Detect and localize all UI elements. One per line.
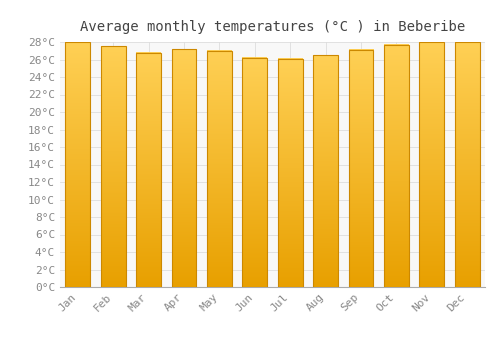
Bar — [384, 44, 409, 287]
Bar — [313, 55, 338, 287]
Bar — [242, 58, 267, 287]
Bar — [278, 58, 302, 287]
Bar — [66, 42, 90, 287]
Title: Average monthly temperatures (°C ) in Beberibe: Average monthly temperatures (°C ) in Be… — [80, 20, 465, 34]
Bar — [172, 49, 196, 287]
Bar — [136, 52, 161, 287]
Bar — [100, 46, 126, 287]
Bar — [420, 42, 444, 287]
Bar — [207, 51, 232, 287]
Bar — [455, 42, 479, 287]
Bar — [348, 50, 374, 287]
